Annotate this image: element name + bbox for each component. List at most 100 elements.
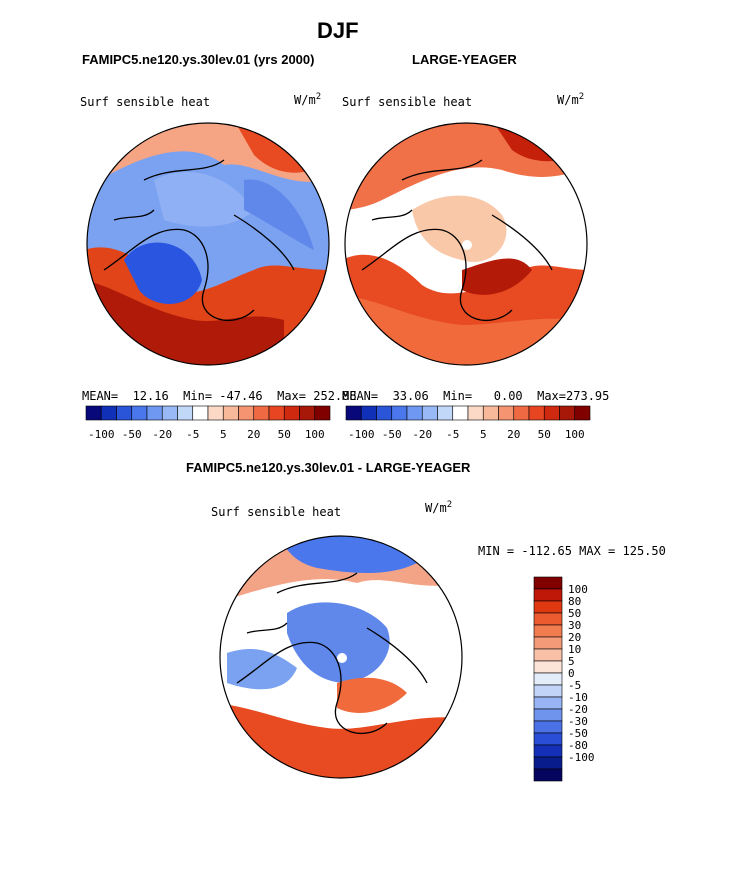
left-colorbar-swatch [100, 405, 117, 421]
diff-colorbar-swatch [533, 576, 563, 590]
left-colorbar: -100 -50 -20 -5 5 20 50 100 [85, 405, 331, 441]
diff-map-border [219, 535, 463, 779]
right-panel-header: LARGE-YEAGER [412, 52, 517, 67]
diff-colorbar-tick-label: -30 [568, 715, 588, 728]
left-colorbar-swatch [238, 405, 255, 421]
left-colorbar-swatch [268, 405, 285, 421]
left-colorbar-swatch [207, 405, 224, 421]
left-map-cold-region [124, 242, 202, 304]
diff-map-cold-region [287, 602, 390, 683]
diff-units-label: W/m2 [425, 500, 453, 515]
left-colorbar-swatch [253, 405, 270, 421]
right-colorbar-swatch [559, 405, 576, 421]
left-colorbar-swatch [131, 405, 148, 421]
right-stats: MEAN= 33.06 Min= 0.00 Max=273.95 [342, 389, 610, 403]
diff-colorbar-swatch [533, 696, 563, 710]
diff-colorbar-tick-label: 5 [568, 655, 575, 668]
right-colorbar-swatch [360, 405, 377, 421]
diff-colorbar-swatch [533, 684, 563, 698]
figure-title: DJF [317, 18, 359, 43]
right-colorbar-swatch [574, 405, 591, 421]
left-colorbar-tick-label: -20 [152, 428, 172, 441]
right-colorbar-tick-label: -100 [348, 428, 375, 441]
diff-colorbar-tick-label: 10 [568, 643, 581, 656]
left-colorbar-swatch [299, 405, 316, 421]
left-colorbar-swatch [222, 405, 239, 421]
right-colorbar-swatch [452, 405, 469, 421]
right-colorbar-tick-label: 20 [507, 428, 520, 441]
diff-colorbar-tick-label: 100 [568, 583, 588, 596]
right-colorbar-tick-label: 50 [538, 428, 551, 441]
right-colorbar-swatch [482, 405, 499, 421]
right-colorbar-swatch [345, 405, 362, 421]
diff-colorbar-swatch [533, 732, 563, 746]
left-colorbar-swatch [116, 405, 133, 421]
diff-colorbar-tick-label: -20 [568, 703, 588, 716]
left-map-border [86, 122, 330, 366]
right-map-warm-region [462, 258, 532, 295]
right-colorbar-tick-label: 5 [480, 428, 487, 441]
left-colorbar-swatch [192, 405, 209, 421]
diff-map-cold-region [227, 648, 297, 690]
right-units-label: W/m2 [557, 92, 585, 107]
left-colorbar-swatch [283, 405, 300, 421]
right-map-pole-marker [462, 240, 472, 250]
left-colorbar-tick-label: 5 [220, 428, 227, 441]
left-colorbar-swatch [177, 405, 194, 421]
diff-colorbar-tick-label: -100 [568, 751, 595, 764]
right-colorbar-tick-label: -50 [382, 428, 402, 441]
diff-colorbar-tick-label: -10 [568, 691, 588, 704]
right-variable-label: Surf sensible heat [342, 95, 473, 109]
diff-colorbar-tick-label: -80 [568, 739, 588, 752]
left-colorbar-tick-label: 50 [278, 428, 291, 441]
right-map-coastlines [361, 159, 553, 322]
diff-colorbar-swatch [533, 600, 563, 614]
diff-colorbar-swatch [533, 756, 563, 770]
diff-colorbar-swatch [533, 672, 563, 686]
right-colorbar-tick-label: 100 [565, 428, 585, 441]
diff-colorbar-tick-label: -50 [568, 727, 588, 740]
right-colorbar-swatch [421, 405, 438, 421]
right-map-warm-region [412, 195, 507, 262]
right-colorbar: -100 -50 -20 -5 5 20 50 100 [345, 405, 591, 441]
left-colorbar-tick-label: -5 [186, 428, 199, 441]
diff-colorbar-tick-label: 30 [568, 619, 581, 632]
diff-colorbar-swatch [533, 636, 563, 650]
diff-map-warm-region [337, 677, 407, 713]
left-colorbar-tick-label: -50 [122, 428, 142, 441]
right-colorbar-swatch [528, 405, 545, 421]
right-colorbar-swatch [391, 405, 408, 421]
diff-variable-label: Surf sensible heat [211, 505, 342, 519]
left-colorbar-swatch [161, 405, 178, 421]
left-variable-label: Surf sensible heat [80, 95, 211, 109]
diff-colorbar-swatch [533, 744, 563, 758]
diff-colorbar-swatch [533, 624, 563, 638]
diff-polar-map [219, 535, 463, 779]
right-colorbar-swatch [498, 405, 515, 421]
right-map-border [344, 122, 588, 366]
diff-map-pole-marker [337, 653, 347, 663]
diff-colorbar-swatch [533, 720, 563, 734]
left-colorbar-swatch [314, 405, 331, 421]
diff-colorbar-tick-label: 0 [568, 667, 575, 680]
diff-colorbar-tick-label: 50 [568, 607, 581, 620]
diff-colorbar-swatch [533, 648, 563, 662]
right-colorbar-swatch [406, 405, 423, 421]
diff-range-text: MIN = -112.65 MAX = 125.50 [478, 544, 666, 558]
left-map-ice-region [154, 171, 254, 227]
left-colorbar-tick-label: -100 [88, 428, 115, 441]
diff-colorbar-swatch [533, 588, 563, 602]
left-panel-header: FAMIPC5.ne120.ys.30lev.01 (yrs 2000) [82, 52, 315, 67]
left-colorbar-swatch [146, 405, 163, 421]
left-map-cold-region [244, 179, 314, 250]
left-colorbar-tick-label: 20 [247, 428, 260, 441]
diff-colorbar-tick-label: -5 [568, 679, 581, 692]
diff-colorbar-swatch [533, 660, 563, 674]
diff-colorbar-swatch [533, 612, 563, 626]
diff-panel-header: FAMIPC5.ne120.ys.30lev.01 - LARGE-YEAGER [186, 460, 471, 475]
right-polar-map [344, 122, 588, 366]
diff-colorbar-tick-label: 20 [568, 631, 581, 644]
right-colorbar-swatch [376, 405, 393, 421]
left-colorbar-swatch [85, 405, 102, 421]
